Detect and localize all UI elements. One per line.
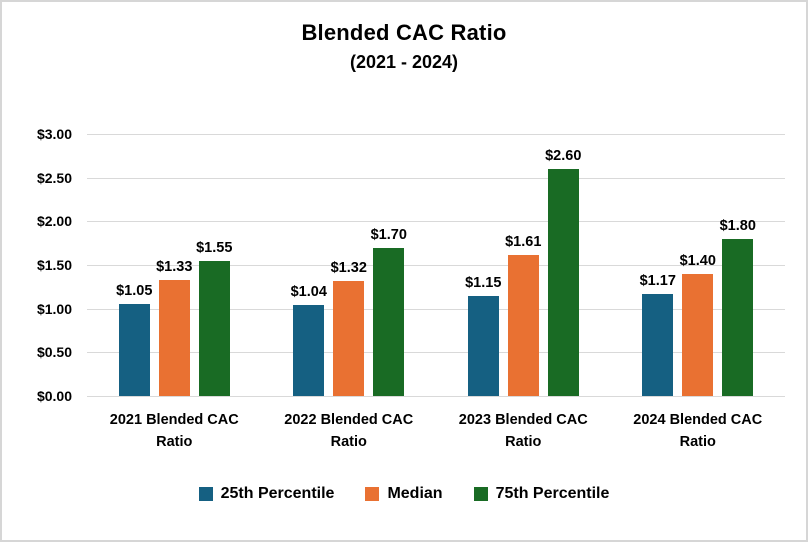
bar-group: $1.15 $1.61 $2.60	[436, 134, 611, 396]
legend-label: 25th Percentile	[220, 485, 335, 502]
legend-item: 25th Percentile	[198, 485, 335, 503]
bar-median: $1.61	[505, 234, 541, 396]
legend-swatch-icon	[473, 487, 488, 501]
gridline	[87, 308, 785, 310]
plot-area: $3.00 $2.50 $2.00 $1.50 $1.00 $0.50 $0.00 $1.0…	[37, 126, 785, 450]
bar-value-label: $1.33	[156, 258, 193, 275]
legend-label: Median	[387, 485, 443, 502]
bar-75th-percentile: $1.55	[196, 240, 232, 396]
y-axis-tick-label: $1.50	[36, 257, 72, 273]
category-label-text: 2021 Blended CAC Ratio	[109, 412, 239, 450]
bar-value-label: $1.32	[330, 259, 367, 276]
category-label: 2022 Blended CAC Ratio	[262, 409, 437, 453]
y-axis-tick-label: $2.00	[36, 213, 72, 230]
category-axis: 2021 Blended CAC Ratio 2022 Blended CAC R…	[87, 409, 785, 453]
legend: 25th Percentile Median 75th Percentile	[2, 485, 806, 503]
gridline	[87, 265, 785, 266]
bar-group: $1.05 $1.33 $1.55	[87, 134, 262, 396]
category-label: 2021 Blended CAC Ratio	[87, 409, 262, 453]
bar-25th-percentile: $1.05	[116, 283, 152, 396]
bar-75th-percentile: $1.70	[371, 227, 407, 396]
legend-swatch-icon	[198, 487, 213, 501]
bar-value-label: $1.40	[679, 252, 716, 269]
bar-median: $1.33	[156, 259, 192, 396]
bar-median: $1.32	[331, 260, 367, 396]
legend-swatch-icon	[365, 487, 380, 501]
y-axis-tick-label: $2.50	[36, 169, 72, 186]
bar-group: $1.17 $1.40 $1.80	[611, 134, 786, 396]
y-axis-tick-label: $0.50	[36, 344, 72, 361]
bar-value-label: $1.15	[465, 274, 502, 291]
bar-value-label: $1.70	[370, 226, 407, 243]
gridline	[87, 221, 785, 223]
bar-group: $1.04 $1.32 $1.70	[262, 134, 437, 396]
legend-item: 75th Percentile	[473, 485, 610, 503]
y-axis-tick-label: $3.00	[36, 126, 72, 142]
chart-title: Blended CAC Ratio	[301, 20, 507, 45]
gridline	[87, 396, 785, 397]
legend-label: 75th Percentile	[495, 485, 610, 502]
legend-item: Median	[365, 485, 443, 503]
bar-25th-percentile: $1.15	[465, 275, 501, 396]
bar-value-label: $1.80	[719, 217, 756, 234]
bar-median: $1.40	[680, 253, 716, 396]
y-axis-tick-label: $0.00	[36, 388, 72, 404]
bar-value-label: $2.60	[545, 147, 582, 164]
gridline	[87, 177, 785, 179]
category-label: 2024 Blended CAC Ratio	[611, 409, 786, 453]
category-label: 2023 Blended CAC Ratio	[436, 409, 611, 453]
bar-value-label: $1.04	[290, 284, 327, 301]
bar-25th-percentile: $1.17	[640, 273, 676, 396]
bar-75th-percentile: $1.80	[720, 218, 756, 396]
gridline	[87, 352, 785, 354]
category-label-text: 2022 Blended CAC Ratio	[284, 412, 414, 450]
bar-value-label: $1.05	[116, 283, 153, 300]
category-label-text: 2024 Blended CAC Ratio	[633, 412, 763, 450]
chart-subtitle: (2021 - 2024)	[349, 52, 459, 72]
bar-value-label: $1.55	[196, 239, 233, 256]
bar-25th-percentile: $1.04	[291, 284, 327, 396]
gridline	[87, 134, 785, 135]
y-axis-tick-label: $1.00	[36, 300, 72, 317]
bar-value-label: $1.61	[505, 234, 542, 251]
bar-groups-layer: $1.05 $1.33 $1.55 $1.04 $1.32 $1.70 $1.15 $1.61…	[87, 134, 785, 396]
bar-value-label: $1.17	[639, 272, 676, 289]
category-label-text: 2023 Blended CAC Ratio	[458, 412, 588, 450]
bar-75th-percentile: $2.60	[545, 148, 581, 396]
